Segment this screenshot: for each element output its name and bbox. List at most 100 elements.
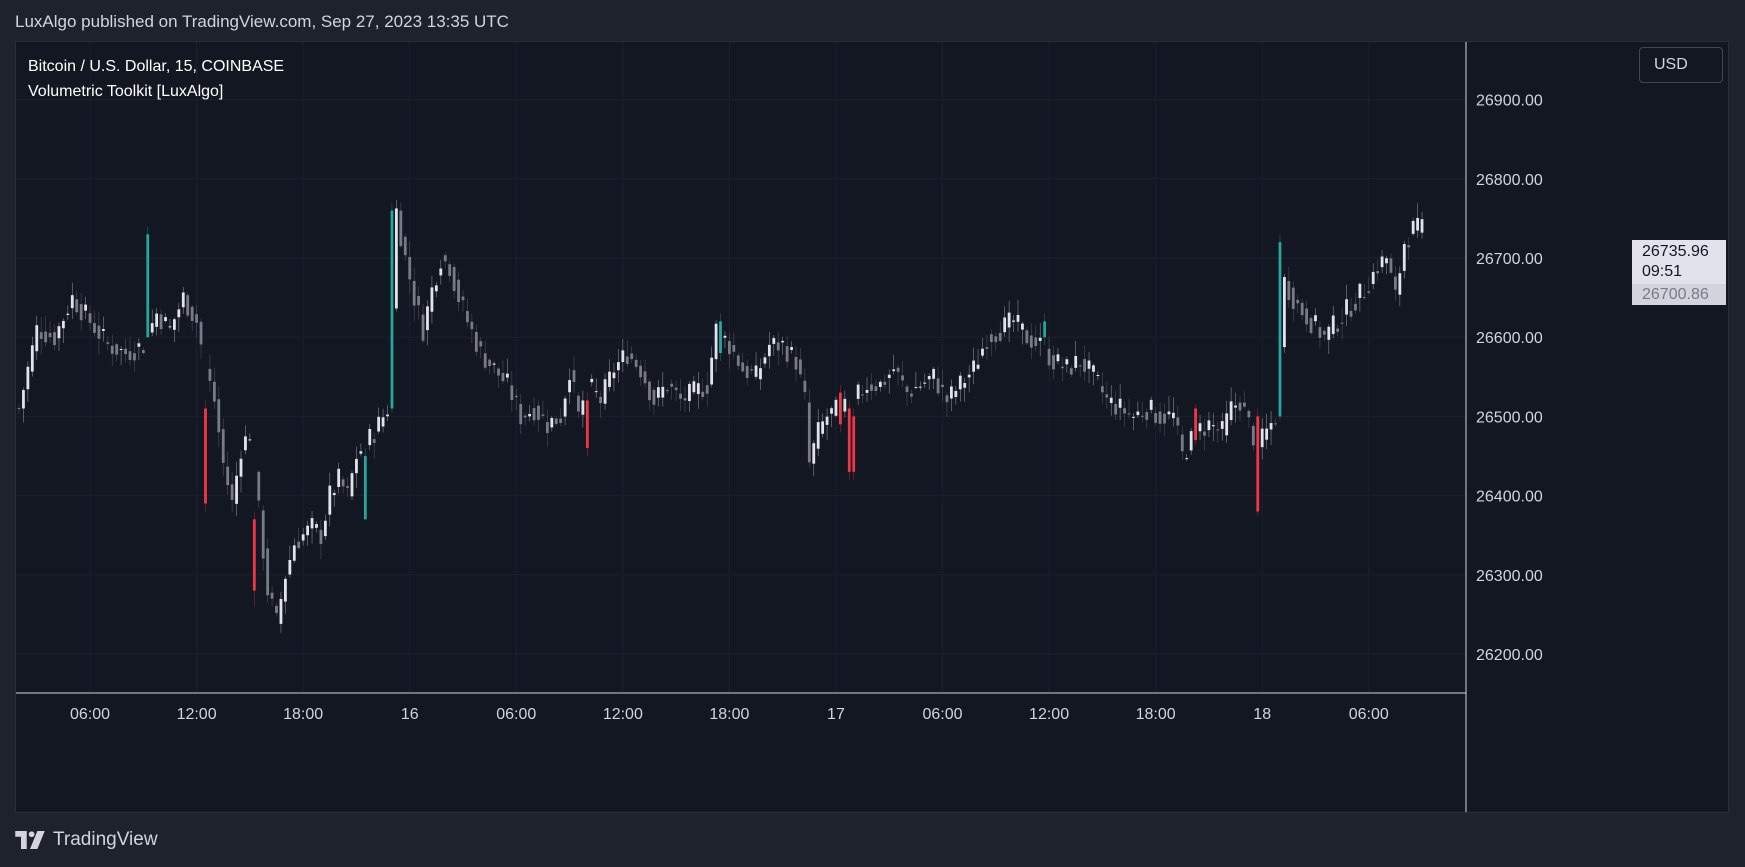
chart-legend: Bitcoin / U.S. Dollar, 15, COINBASE Volu…	[28, 54, 284, 104]
secondary-price-label: 26700.86	[1632, 284, 1726, 305]
candle-body	[1016, 314, 1020, 322]
candle-body	[306, 525, 309, 536]
candle-body	[790, 347, 793, 350]
tradingview-brand[interactable]: TradingView	[15, 829, 158, 851]
candle-body	[1025, 330, 1029, 344]
candle-body	[1007, 312, 1011, 328]
candle-body	[510, 385, 514, 400]
candle-body	[1123, 408, 1126, 414]
candle-body	[989, 334, 993, 342]
candle-body	[1225, 413, 1229, 436]
candle-body	[923, 382, 927, 384]
candle-body	[1167, 411, 1171, 415]
price-tick-label: 26200.00	[1476, 647, 1543, 664]
time-tick-label: 12:00	[603, 706, 643, 723]
tradingview-logo-icon	[15, 831, 45, 849]
candle-body	[696, 383, 700, 395]
candle-body	[1109, 397, 1113, 404]
candle-body	[710, 357, 714, 385]
candle-body	[297, 541, 301, 549]
time-tick-label: 12:00	[1029, 706, 1069, 723]
candle-body	[785, 346, 789, 362]
candle-body	[84, 304, 87, 311]
candle-body	[408, 256, 412, 280]
candle-body	[892, 369, 896, 372]
candle-body	[1207, 420, 1211, 431]
candle-body	[350, 473, 354, 497]
last-price-value: 26735.96	[1642, 243, 1709, 260]
candle-body	[70, 295, 74, 309]
candle-body	[270, 592, 274, 599]
candle-body	[1043, 321, 1047, 338]
symbol-title[interactable]: Bitcoin / U.S. Dollar, 15, COINBASE	[28, 58, 285, 75]
candle-body	[976, 364, 980, 369]
candle-body	[847, 408, 851, 472]
candle-body	[1092, 365, 1095, 372]
candle-body	[315, 524, 318, 528]
candle-body	[1411, 220, 1415, 234]
candle-body	[1220, 421, 1224, 429]
candle-body	[670, 383, 674, 387]
candle-body	[279, 598, 283, 624]
price-tick-label: 26700.00	[1476, 251, 1543, 268]
candle-series	[17, 199, 1424, 633]
candle-body	[1371, 271, 1375, 284]
candle-body	[430, 287, 434, 312]
candle-body	[1074, 355, 1078, 368]
candle-body	[625, 356, 629, 364]
candle-body	[1154, 413, 1158, 423]
candle-body	[661, 386, 665, 398]
candle-body	[608, 371, 611, 387]
candle-body	[1078, 365, 1082, 367]
candle-body	[93, 323, 96, 333]
candle-body	[115, 344, 119, 355]
indicator-title[interactable]: Volumetric Toolkit [LuxAlgo]	[28, 83, 224, 100]
candle-body	[119, 349, 123, 351]
candle-body	[1234, 405, 1237, 408]
candle-body	[337, 468, 341, 487]
candle-body	[1003, 317, 1007, 333]
candle-body	[585, 400, 589, 449]
candle-body	[1402, 243, 1406, 271]
candle-body	[466, 311, 469, 323]
candle-body	[79, 304, 83, 321]
candle-body	[1180, 434, 1184, 452]
candle-body	[448, 264, 452, 276]
candle-body	[230, 484, 234, 500]
time-tick-label: 18:00	[1136, 706, 1176, 723]
candle-body	[1349, 310, 1353, 317]
candle-body	[665, 390, 669, 392]
candle-body	[1265, 428, 1269, 440]
candle-body	[887, 374, 891, 379]
candle-body	[1047, 348, 1051, 366]
candle-body	[488, 359, 492, 367]
candle-body	[812, 443, 816, 464]
candle-body	[1163, 413, 1166, 424]
candle-body	[1296, 299, 1300, 304]
candle-body	[1362, 297, 1366, 299]
candle-body	[195, 314, 198, 323]
candle-body	[914, 387, 918, 389]
candle-body	[310, 518, 314, 529]
candle-body	[190, 306, 194, 321]
price-tick-label: 26800.00	[1476, 172, 1543, 189]
candle-body	[941, 384, 944, 388]
chart-pane[interactable]: 26200.00 26300.00 26400.00 26500.00 26600.00…	[15, 41, 1729, 813]
candle-body	[1420, 219, 1424, 233]
time-tick-label: 16	[401, 706, 419, 723]
candle-body	[346, 486, 349, 488]
candlestick-chart[interactable]: 26200.00 26300.00 26400.00 26500.00 26600.00…	[16, 42, 1728, 812]
candle-body	[22, 390, 25, 409]
candle-body	[1052, 355, 1055, 370]
candle-body	[994, 336, 998, 343]
candle-body	[1065, 359, 1069, 365]
candle-body	[834, 399, 838, 416]
currency-button[interactable]: USD	[1639, 47, 1723, 83]
candle-body	[239, 458, 243, 477]
candle-body	[617, 362, 620, 371]
candle-body	[443, 255, 447, 262]
candle-body	[1083, 359, 1086, 372]
last-price-label: 26735.96 09:51	[1632, 240, 1726, 284]
candle-body	[972, 360, 975, 372]
candle-body	[856, 384, 860, 399]
